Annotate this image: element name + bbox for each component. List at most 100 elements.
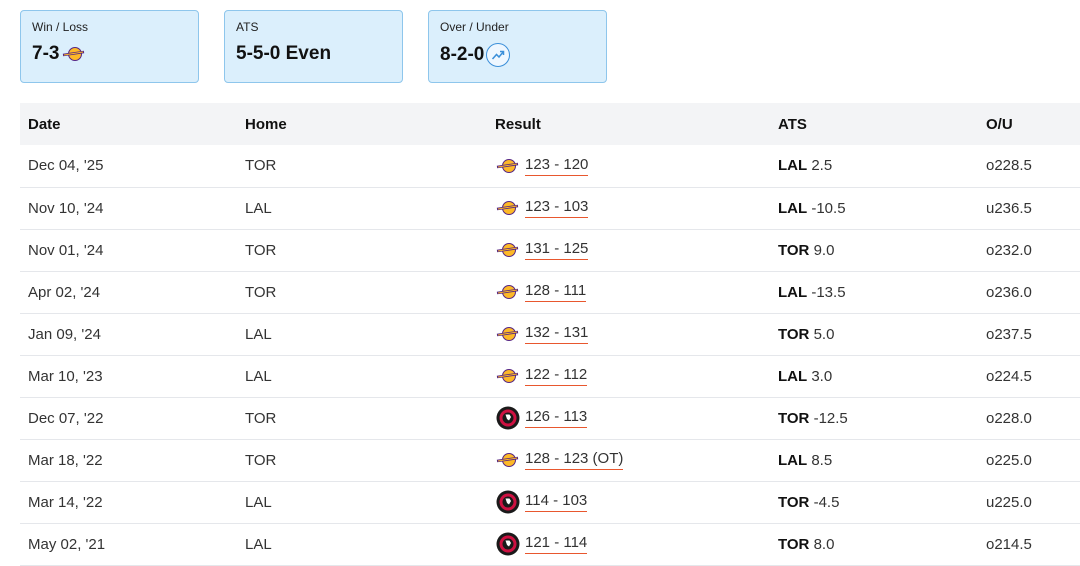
header-ats: ATS: [778, 115, 807, 133]
lakers-logo-icon: [496, 326, 522, 342]
home-cell: TOR: [245, 157, 277, 175]
ats-value: 5-5-0 Even: [236, 43, 332, 64]
result-cell: 123 - 103: [487, 187, 770, 229]
table-body: Dec 04, '25 TOR 123 - 120 LAL 2.5 o228.5 Nov …: [20, 145, 1080, 565]
ats-team: LAL: [778, 199, 808, 217]
ats-team: TOR: [778, 409, 810, 427]
ats-line: 2.5: [811, 157, 833, 175]
table-row: Jan 09, '24 LAL 132 - 131 TOR 5.0 o237.5: [20, 313, 1080, 355]
table-row: Nov 01, '24 TOR 131 - 125 TOR 9.0 o232.0: [20, 229, 1080, 271]
ou-cell: o224.5: [986, 367, 1032, 385]
result-cell: 126 - 113: [487, 397, 770, 439]
ats-line: 3.0: [811, 367, 833, 385]
ats-cell: TOR -4.5: [770, 481, 978, 523]
trend-up-icon: [486, 43, 511, 67]
raptors-logo-icon: [496, 406, 522, 430]
ats-value-row: 5-5-0 Even: [236, 43, 391, 65]
score-link[interactable]: 132 - 131: [525, 324, 589, 344]
over-under-label: Over / Under: [440, 20, 509, 34]
lakers-logo-icon: [496, 284, 522, 300]
header-date: Date: [28, 115, 61, 133]
score-link[interactable]: 114 - 103: [525, 492, 588, 512]
table-row: May 02, '21 LAL 121 - 114 TOR 8.0 o214.5: [20, 523, 1080, 565]
date-cell: Dec 04, '25: [28, 157, 104, 175]
table-row: Nov 10, '24 LAL 123 - 103 LAL -10.5 u236.5: [20, 187, 1080, 229]
home-cell: TOR: [245, 451, 277, 469]
lakers-logo-icon: [496, 368, 522, 384]
ats-line: -10.5: [811, 199, 846, 217]
ou-cell: o232.0: [986, 241, 1032, 259]
lakers-logo-icon: [496, 200, 522, 216]
score-link[interactable]: 122 - 112: [525, 366, 588, 386]
date-cell: Nov 01, '24: [28, 241, 104, 259]
ats-cell: LAL 8.5: [770, 439, 978, 481]
home-cell: LAL: [245, 199, 272, 217]
win-loss-value-row: 7-3: [32, 43, 187, 65]
home-cell: TOR: [245, 241, 277, 259]
ou-cell: o225.0: [986, 451, 1032, 469]
result-cell: 122 - 112: [487, 355, 770, 397]
home-cell: LAL: [245, 493, 272, 511]
date-cell: Mar 10, '23: [28, 367, 103, 385]
over-under-value: 8-2-0: [440, 44, 485, 65]
header-home: Home: [245, 115, 287, 133]
ats-line: 8.5: [811, 451, 833, 469]
ats-team: TOR: [778, 493, 810, 511]
win-loss-card: Win / Loss 7-3: [20, 10, 199, 83]
ats-cell: TOR 9.0: [770, 229, 978, 271]
ats-card: ATS 5-5-0 Even: [224, 10, 403, 83]
table-row: Dec 04, '25 TOR 123 - 120 LAL 2.5 o228.5: [20, 145, 1080, 187]
ou-cell: o236.0: [986, 283, 1032, 301]
lakers-logo-icon: [496, 452, 522, 468]
ats-cell: TOR 5.0: [770, 313, 978, 355]
matchup-history-table: Date Home Result ATS O/U Dec 04, '25 TOR 1…: [20, 103, 1080, 566]
ats-line: 5.0: [813, 325, 835, 343]
table-header-row: Date Home Result ATS O/U: [20, 103, 1080, 145]
win-loss-value: 7-3: [32, 43, 60, 64]
ats-line: 9.0: [813, 241, 835, 259]
result-cell: 123 - 120: [487, 145, 770, 187]
table-row: Mar 14, '22 LAL 114 - 103 TOR -4.5 u225.0: [20, 481, 1080, 523]
win-loss-label: Win / Loss: [32, 20, 89, 34]
ou-cell: o228.5: [986, 157, 1032, 175]
over-under-card: Over / Under 8-2-0: [428, 10, 607, 83]
ats-cell: LAL 3.0: [770, 355, 978, 397]
date-cell: Dec 07, '22: [28, 409, 104, 427]
result-cell: 131 - 125: [487, 229, 770, 271]
score-link[interactable]: 128 - 123 (OT): [525, 450, 624, 470]
result-cell: 132 - 131: [487, 313, 770, 355]
ats-cell: LAL -10.5: [770, 187, 978, 229]
over-under-value-row: 8-2-0: [440, 43, 595, 67]
table-row: Mar 10, '23 LAL 122 - 112 LAL 3.0 o224.5: [20, 355, 1080, 397]
ats-label: ATS: [236, 20, 259, 34]
home-cell: LAL: [245, 325, 272, 343]
result-cell: 128 - 123 (OT): [487, 439, 770, 481]
date-cell: Apr 02, '24: [28, 283, 101, 301]
table-row: Mar 18, '22 TOR 128 - 123 (OT) LAL 8.5 o225.…: [20, 439, 1080, 481]
header-result: Result: [495, 115, 541, 133]
score-link[interactable]: 131 - 125: [525, 240, 589, 260]
lakers-logo-icon: [496, 242, 522, 258]
result-cell: 128 - 111: [487, 271, 770, 313]
date-cell: Nov 10, '24: [28, 199, 104, 217]
date-cell: Mar 14, '22: [28, 493, 103, 511]
raptors-logo-icon: [496, 490, 522, 514]
lakers-logo-icon: [496, 158, 522, 174]
ats-team: TOR: [778, 325, 810, 343]
home-cell: LAL: [245, 367, 272, 385]
score-link[interactable]: 123 - 120: [525, 156, 589, 176]
ats-team: TOR: [778, 241, 810, 259]
score-link[interactable]: 123 - 103: [525, 198, 589, 218]
table-row: Apr 02, '24 TOR 128 - 111 LAL -13.5 o236.0: [20, 271, 1080, 313]
ou-cell: o214.5: [986, 535, 1032, 553]
ou-cell: u225.0: [986, 493, 1032, 511]
date-cell: Mar 18, '22: [28, 451, 103, 469]
ou-cell: o228.0: [986, 409, 1032, 427]
score-link[interactable]: 121 - 114: [525, 534, 588, 554]
date-cell: May 02, '21: [28, 535, 106, 553]
ou-cell: u236.5: [986, 199, 1032, 217]
result-cell: 114 - 103: [487, 481, 770, 523]
score-link[interactable]: 126 - 113: [525, 408, 588, 428]
score-link[interactable]: 128 - 111: [525, 282, 587, 302]
ats-cell: LAL 2.5: [770, 145, 978, 187]
